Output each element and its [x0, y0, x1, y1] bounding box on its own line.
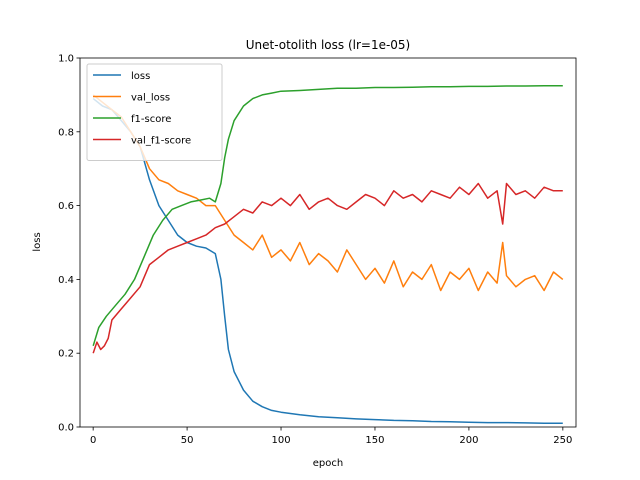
series-line-0 [92, 98, 563, 425]
x-tick-label-0: 0 [90, 435, 96, 446]
legend-label-2: f1-score [131, 114, 171, 125]
x-tick-label-1: 50 [181, 435, 194, 446]
x-axis-title: epoch [313, 458, 343, 469]
series-line-3 [92, 182, 563, 354]
plot-area: 0 50 100 150 200 250 0.0 0.2 0.4 0.6 0.8 1.0 [58, 54, 577, 446]
legend-label-3: val_f1-score [131, 136, 191, 147]
legend-label-0: loss [131, 71, 150, 82]
legend-label-1: val_loss [131, 93, 170, 104]
y-tick-label-4: 0.8 [58, 127, 74, 138]
y-tick-label-0: 0.0 [58, 423, 74, 434]
y-tick-label-5: 1.0 [58, 54, 74, 65]
series-line-2 [92, 84, 563, 347]
y-tick-label-2: 0.4 [58, 275, 74, 286]
legend-box [86, 63, 223, 161]
x-tick-label-4: 200 [459, 435, 478, 446]
y-tick-label-3: 0.6 [58, 201, 74, 212]
x-tick-label-3: 150 [365, 435, 384, 446]
chart-title: Unet-otolith loss (lr=1e-05) [246, 38, 411, 52]
y-axis-title: loss [32, 232, 43, 251]
y-tick-label-1: 0.2 [58, 349, 74, 360]
axes-frame [79, 57, 577, 428]
legend: loss val_loss f1-score val_f1-score [86, 63, 223, 161]
x-tick-label-5: 250 [553, 435, 572, 446]
series-line-1 [92, 94, 564, 292]
x-tick-label-2: 100 [271, 435, 290, 446]
